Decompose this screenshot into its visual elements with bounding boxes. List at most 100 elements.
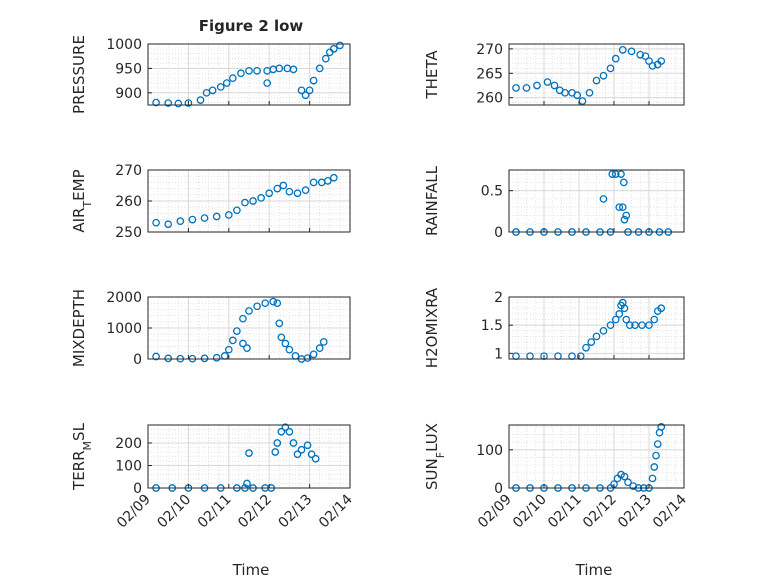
data-point [243, 479, 251, 488]
axes-box [508, 424, 685, 489]
data-point [285, 345, 294, 354]
data-point [323, 177, 332, 185]
data-point [212, 212, 221, 221]
x-tick-label: 02/13 [276, 492, 316, 532]
data-point [611, 170, 620, 178]
data-point [263, 79, 272, 87]
y-tick-label: 950 [115, 61, 142, 77]
y-tick-label: 0 [133, 481, 142, 497]
data-point [301, 186, 310, 194]
data-point [184, 99, 193, 107]
y-tick-label: 2000 [106, 290, 142, 306]
data-point [285, 187, 294, 196]
data-point [281, 339, 290, 348]
data-point [620, 215, 629, 224]
data-point [285, 427, 294, 436]
x-tick-label: 02/12 [235, 492, 275, 532]
subplot-3: 250 260 270 AIRTEMP [70, 163, 351, 241]
data-point [309, 178, 318, 187]
y-axis-label: THETA [423, 50, 441, 100]
data-point [608, 170, 617, 178]
data-point [279, 181, 288, 190]
data-point [619, 178, 628, 187]
data-point [657, 57, 666, 65]
data-point [311, 454, 320, 463]
data-point [269, 297, 278, 306]
data-point [297, 445, 306, 454]
y-tick-label: 0 [494, 225, 503, 241]
x-tick-label: 02/11 [195, 492, 235, 532]
data-point [257, 194, 265, 202]
data-point [653, 440, 662, 448]
data-point [615, 310, 624, 318]
data-point [174, 99, 183, 108]
y-tick-label: 2 [494, 290, 503, 306]
data-point [152, 352, 160, 361]
data-point [237, 69, 245, 78]
x-tick-label: 02/10 [510, 492, 550, 532]
x-tick-label: 02/09 [475, 492, 515, 532]
data-point [293, 450, 302, 459]
y-tick-label: 270 [476, 42, 503, 58]
data-point [228, 336, 237, 345]
data-point [650, 315, 659, 324]
data-point [277, 333, 286, 342]
data-point [233, 206, 241, 215]
y-axis-label: H2OMIXRA [423, 287, 441, 368]
y-tick-label: 265 [476, 66, 503, 82]
data-point [315, 344, 324, 352]
data-point [164, 99, 173, 107]
x-tick-label: 02/12 [580, 492, 620, 532]
data-point [245, 449, 253, 457]
y-axis-label: AIRTEMP [70, 169, 94, 232]
data-point [176, 217, 185, 225]
data-point [512, 84, 520, 92]
data-point [606, 321, 615, 330]
data-point [303, 354, 312, 362]
subplot-2: 260 265 270 THETA [423, 42, 685, 107]
subplot-4: 0 0.5 RAINFALL [423, 165, 685, 241]
data-point [648, 474, 657, 483]
data-point [599, 71, 608, 80]
data-point [261, 299, 270, 308]
data-point [253, 66, 261, 75]
data-point [625, 321, 634, 330]
x-tick-label: 02/09 [114, 492, 154, 532]
data-point [329, 45, 338, 53]
data-point [618, 46, 627, 54]
data-point [657, 304, 666, 313]
data-point [239, 314, 247, 323]
data-point [321, 54, 330, 63]
data-point [622, 211, 631, 220]
data-point [620, 472, 629, 481]
y-tick-label: 260 [115, 194, 142, 210]
data-point [249, 197, 257, 205]
y-tick-label: 1000 [106, 37, 142, 53]
data-point [319, 338, 328, 346]
data-point [275, 64, 284, 73]
axes-box [508, 43, 685, 106]
data-point [241, 198, 249, 207]
data-point [212, 353, 221, 362]
y-tick-label: 260 [476, 91, 503, 107]
data-point [305, 86, 314, 95]
data-point [336, 41, 344, 50]
data-point [152, 98, 160, 107]
data-point [611, 315, 620, 324]
data-point [585, 88, 594, 97]
data-point [188, 215, 197, 224]
data-point [200, 214, 209, 222]
data-point [216, 83, 225, 91]
x-axis-label-left: Time [232, 561, 270, 579]
data-point [309, 350, 318, 359]
y-axis-label: MIXDEPTH [70, 289, 88, 367]
data-point [281, 423, 290, 432]
data-point [599, 326, 608, 335]
data-point [620, 304, 629, 313]
data-point [303, 441, 312, 450]
data-point [309, 76, 318, 85]
data-point [239, 339, 247, 348]
data-point [152, 218, 160, 227]
